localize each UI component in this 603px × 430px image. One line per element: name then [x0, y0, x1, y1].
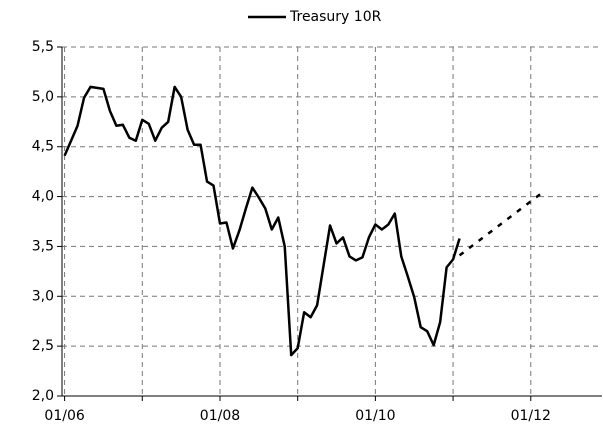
x-tick-label: 01/08 — [200, 408, 240, 424]
y-tick-label: 4,0 — [32, 189, 54, 205]
x-tick-label: 01/10 — [355, 408, 395, 424]
x-tick-label: 01/06 — [44, 408, 84, 424]
legend-label: Treasury 10R — [289, 9, 382, 25]
y-tick-label: 3,5 — [32, 238, 54, 254]
y-tick-label: 5,0 — [32, 89, 54, 105]
y-tick-label: 5,5 — [32, 39, 54, 55]
series-line — [63, 85, 461, 357]
y-tick-label: 3,0 — [32, 288, 54, 304]
y-tick-label: 2,0 — [32, 388, 54, 404]
x-tick-label: 01/12 — [511, 408, 551, 424]
forecast-line — [458, 190, 545, 257]
y-tick-label: 2,5 — [32, 338, 54, 354]
y-tick-label: 4,5 — [32, 139, 54, 155]
